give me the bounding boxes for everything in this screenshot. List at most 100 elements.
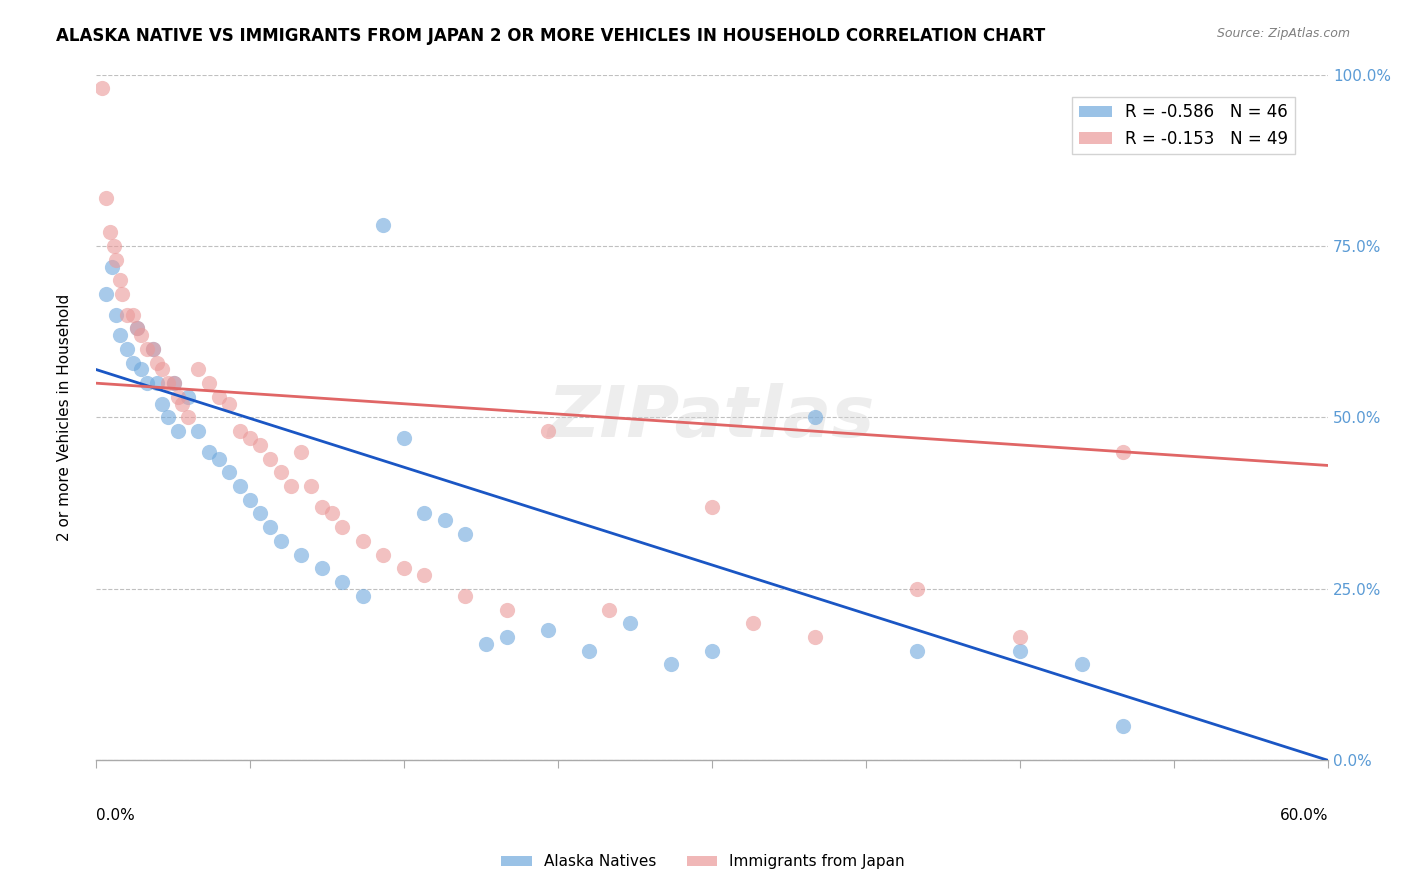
Immigrants from Japan [129,328,152,343]
Immigrants from Japan [94,191,117,205]
Alaska Natives [228,479,250,493]
Immigrants from Japan [208,390,231,404]
Immigrants from Japan [537,424,560,438]
Alaska Natives [146,376,169,391]
Alaska Natives [495,630,517,644]
Y-axis label: 2 or more Vehicles in Household: 2 or more Vehicles in Household [58,293,72,541]
Immigrants from Japan [218,397,240,411]
Immigrants from Japan [700,500,723,514]
Alaska Natives [1008,643,1031,657]
Alaska Natives [905,643,928,657]
Immigrants from Japan [392,561,415,575]
Alaska Natives [352,589,374,603]
Alaska Natives [115,342,138,356]
Immigrants from Japan [311,500,333,514]
Immigrants from Japan [301,479,323,493]
Immigrants from Japan [125,321,148,335]
Alaska Natives [187,424,209,438]
Alaska Natives [270,533,292,548]
Immigrants from Japan [110,273,132,287]
Alaska Natives [1070,657,1092,672]
Alaska Natives [700,643,723,657]
Immigrants from Japan [167,390,190,404]
Legend: R = -0.586   N = 46, R = -0.153   N = 49: R = -0.586 N = 46, R = -0.153 N = 49 [1073,96,1295,154]
Alaska Natives [392,431,415,445]
Immigrants from Japan [454,589,477,603]
Alaska Natives [142,342,165,356]
Alaska Natives [197,444,219,458]
Text: 60.0%: 60.0% [1279,808,1329,823]
Immigrants from Japan [249,438,271,452]
Immigrants from Japan [1112,444,1135,458]
Immigrants from Japan [146,355,169,369]
Alaska Natives [373,219,395,233]
Alaska Natives [167,424,190,438]
Immigrants from Japan [136,342,159,356]
Immigrants from Japan [150,362,173,376]
Immigrants from Japan [1008,630,1031,644]
Alaska Natives [163,376,186,391]
Immigrants from Japan [803,630,825,644]
Alaska Natives [121,355,143,369]
Alaska Natives [290,548,312,562]
Immigrants from Japan [259,451,281,466]
Immigrants from Japan [187,362,209,376]
Alaska Natives [619,616,641,631]
Alaska Natives [105,308,128,322]
Alaska Natives [454,527,477,541]
Alaska Natives [110,328,132,343]
Alaska Natives [136,376,159,391]
Alaska Natives [94,287,117,301]
Alaska Natives [433,513,456,527]
Alaska Natives [578,643,600,657]
Immigrants from Japan [495,602,517,616]
Alaska Natives [803,410,825,425]
Alaska Natives [177,390,200,404]
Alaska Natives [1112,719,1135,733]
Immigrants from Japan [228,424,250,438]
Immigrants from Japan [290,444,312,458]
Alaska Natives [659,657,682,672]
Immigrants from Japan [321,507,343,521]
Immigrants from Japan [98,225,121,239]
Alaska Natives [125,321,148,335]
Immigrants from Japan [742,616,765,631]
Alaska Natives [129,362,152,376]
Alaska Natives [249,507,271,521]
Immigrants from Japan [156,376,179,391]
Alaska Natives [259,520,281,534]
Alaska Natives [156,410,179,425]
Alaska Natives [150,397,173,411]
Text: Source: ZipAtlas.com: Source: ZipAtlas.com [1216,27,1350,40]
Alaska Natives [537,623,560,637]
Alaska Natives [218,466,240,480]
Alaska Natives [413,507,436,521]
Immigrants from Japan [111,287,134,301]
Text: ALASKA NATIVE VS IMMIGRANTS FROM JAPAN 2 OR MORE VEHICLES IN HOUSEHOLD CORRELATI: ALASKA NATIVE VS IMMIGRANTS FROM JAPAN 2… [56,27,1046,45]
Immigrants from Japan [121,308,143,322]
Immigrants from Japan [270,466,292,480]
Text: ZIPatlas: ZIPatlas [548,383,876,452]
Immigrants from Japan [352,533,374,548]
Immigrants from Japan [177,410,200,425]
Immigrants from Japan [163,376,186,391]
Immigrants from Japan [413,568,436,582]
Immigrants from Japan [598,602,620,616]
Legend: Alaska Natives, Immigrants from Japan: Alaska Natives, Immigrants from Japan [495,848,911,875]
Alaska Natives [330,575,353,590]
Immigrants from Japan [239,431,262,445]
Immigrants from Japan [197,376,219,391]
Text: 0.0%: 0.0% [96,808,135,823]
Immigrants from Japan [905,582,928,596]
Immigrants from Japan [142,342,165,356]
Immigrants from Japan [373,548,395,562]
Alaska Natives [101,260,124,274]
Immigrants from Japan [280,479,302,493]
Immigrants from Japan [330,520,353,534]
Immigrants from Japan [170,397,193,411]
Alaska Natives [475,637,498,651]
Alaska Natives [311,561,333,575]
Immigrants from Japan [103,239,125,253]
Immigrants from Japan [105,252,128,267]
Immigrants from Japan [91,81,114,95]
